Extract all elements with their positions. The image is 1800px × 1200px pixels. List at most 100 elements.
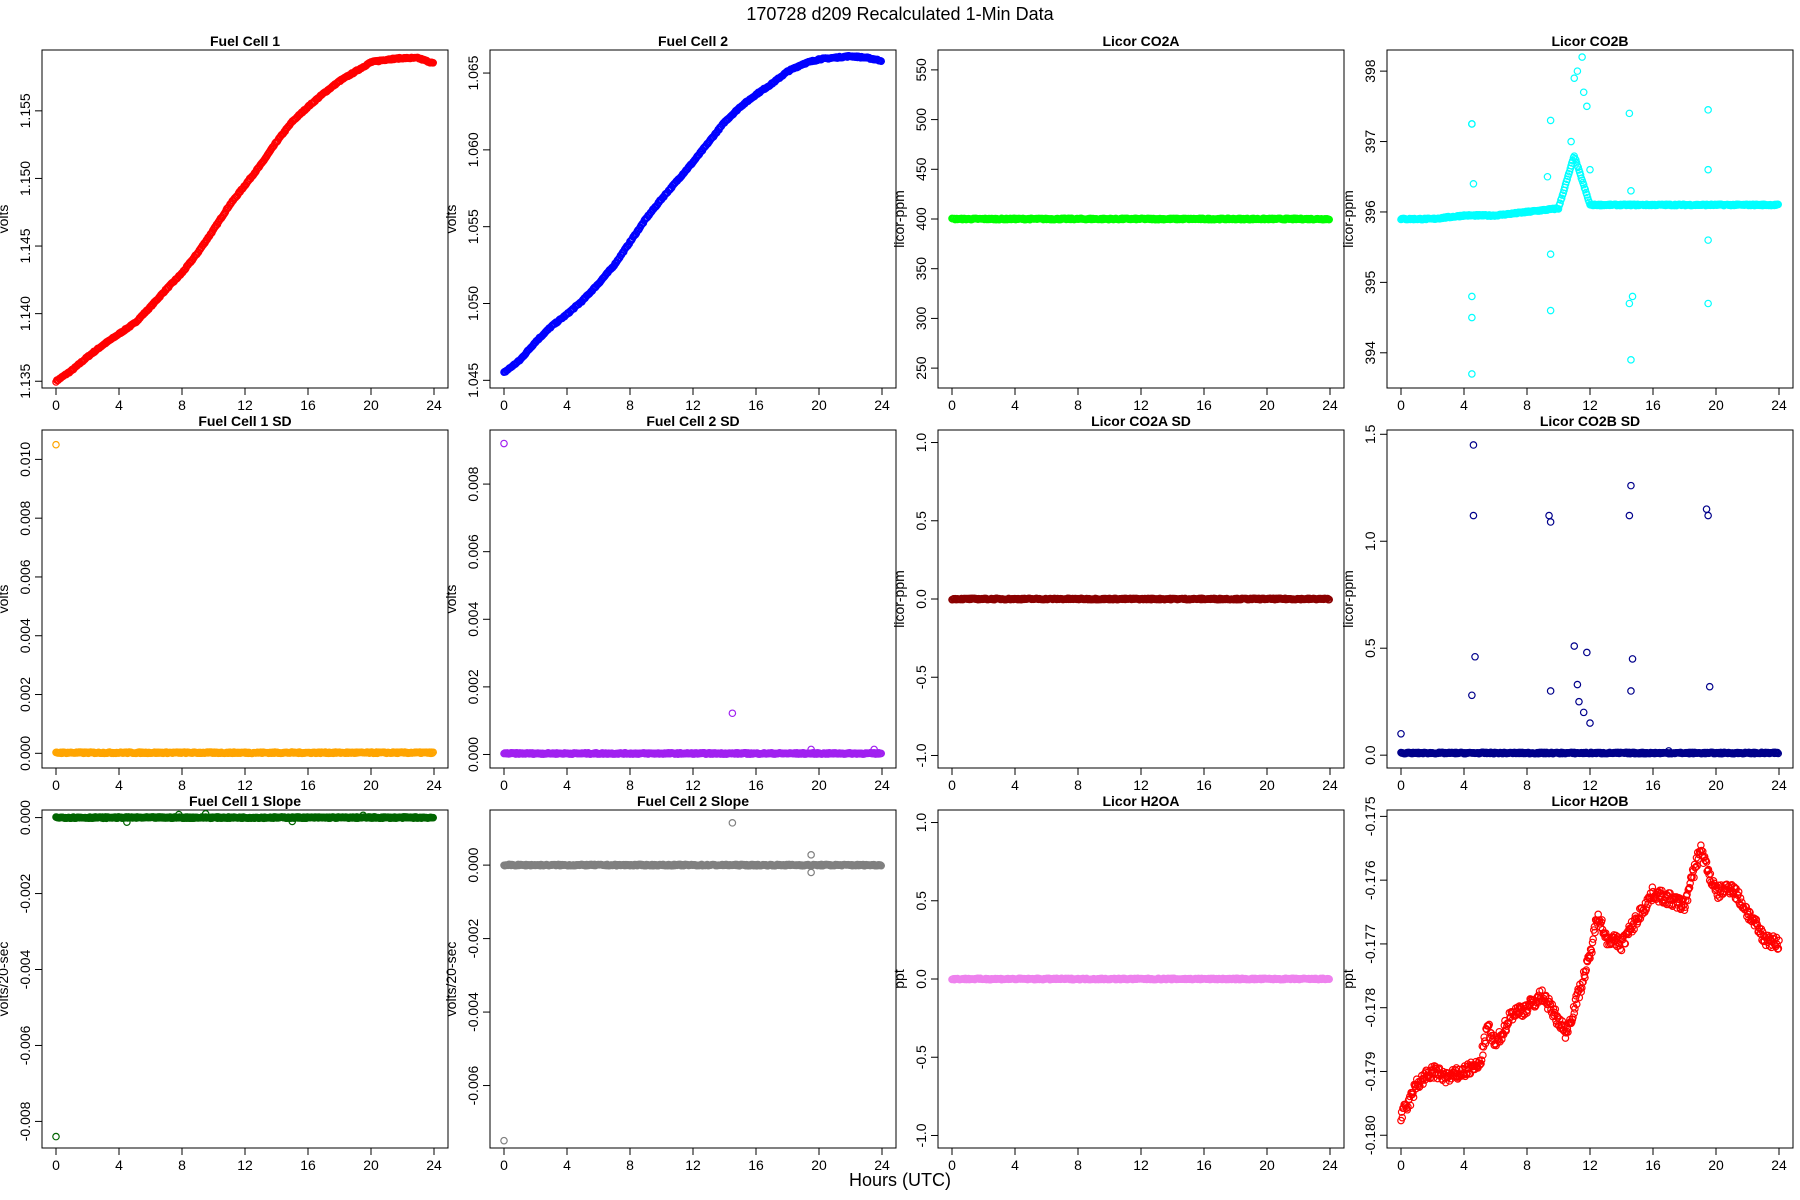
data-point <box>1325 215 1334 224</box>
x-tick-label: 20 <box>1259 777 1275 793</box>
data-points <box>52 810 438 1141</box>
y-tick-label: 0.006 <box>465 534 481 569</box>
y-tick-label: 300 <box>913 307 929 331</box>
panel-title: Fuel Cell 1 <box>210 33 280 49</box>
y-tick-label: 250 <box>913 356 929 380</box>
outlier-point <box>1627 687 1635 695</box>
outlier-point <box>1704 165 1712 174</box>
plot-frame <box>41 429 449 769</box>
x-tick-label: 8 <box>626 1157 634 1173</box>
outlier-point <box>1570 642 1579 650</box>
data-points <box>948 594 1334 604</box>
x-tick-label: 16 <box>748 1157 764 1173</box>
outlier-point <box>1546 687 1555 695</box>
outlier-point <box>1545 511 1553 520</box>
outlier-point <box>1628 655 1637 663</box>
y-tick-label: -0.002 <box>17 873 33 913</box>
y-tick-label: 394 <box>1362 341 1378 365</box>
x-tick-label: 24 <box>874 777 890 793</box>
outlier-point <box>1627 356 1635 364</box>
outlier-point <box>1583 102 1591 111</box>
y-tick-label: -0.006 <box>465 1065 481 1105</box>
outlier-point <box>52 1132 60 1141</box>
plot-frame <box>41 49 449 389</box>
x-tick-label: 20 <box>363 1157 379 1173</box>
y-tick-label: -0.002 <box>465 919 481 959</box>
x-tick-label: 20 <box>1708 777 1724 793</box>
x-tick-label: 12 <box>1582 397 1598 413</box>
data-point <box>1581 185 1590 194</box>
outlier-point <box>1664 747 1673 755</box>
outlier-point <box>1570 74 1579 82</box>
x-tick-label: 4 <box>1460 777 1468 793</box>
y-tick-label: 0.0 <box>1362 745 1378 765</box>
x-tick-label: 12 <box>237 397 253 413</box>
y-tick-label: 0.0 <box>913 589 929 609</box>
y-tick-label: 1.0 <box>913 433 929 453</box>
panel-title: Fuel Cell 1 Slope <box>189 793 301 809</box>
data-point <box>1579 180 1588 189</box>
y-axis-label: licor-ppm <box>1340 570 1356 628</box>
outlier-point <box>728 709 737 718</box>
outlier-point <box>1469 441 1478 449</box>
x-tick-label: 8 <box>626 397 634 413</box>
y-tick-label: 0.000 <box>17 800 33 835</box>
outlier-point <box>1546 518 1555 526</box>
panel-title: Licor CO2A <box>1102 33 1179 49</box>
outlier-point <box>1468 120 1476 128</box>
y-tick-label: -1.0 <box>913 743 929 767</box>
x-tick-label: 0 <box>500 777 508 793</box>
data-point <box>877 57 886 66</box>
x-tick-label: 20 <box>811 777 827 793</box>
outlier-point <box>1578 53 1586 61</box>
x-tick-label: 16 <box>748 397 764 413</box>
plot-frame <box>489 809 897 1149</box>
panel-title: Fuel Cell 2 SD <box>646 413 739 429</box>
x-tick-label: 24 <box>426 397 442 413</box>
outlier-point <box>1573 680 1582 689</box>
figure-title: 170728 d209 Recalculated 1-Min Data <box>746 4 1054 24</box>
x-tick-label: 0 <box>500 397 508 413</box>
x-tick-label: 16 <box>300 777 316 793</box>
panel-title: Licor CO2A SD <box>1091 413 1191 429</box>
y-tick-label: 0.004 <box>17 618 33 653</box>
x-tick-label: 16 <box>300 1157 316 1173</box>
outlier-point <box>1704 106 1712 114</box>
y-tick-label: 398 <box>1362 59 1378 83</box>
outlier-point <box>1579 88 1588 97</box>
data-point <box>1557 194 1566 203</box>
data-point <box>429 748 438 757</box>
x-tick-label: 4 <box>563 777 571 793</box>
x-tick-label: 8 <box>178 777 186 793</box>
y-axis-label: licor-ppm <box>891 570 907 628</box>
x-tick-label: 4 <box>1011 777 1019 793</box>
x-tick-label: 12 <box>685 397 701 413</box>
y-tick-label: 0.006 <box>17 559 33 594</box>
x-tick-label: 12 <box>685 1157 701 1173</box>
outlier-point <box>175 810 183 819</box>
y-tick-label: 0.000 <box>465 737 481 772</box>
y-tick-label: 550 <box>913 58 929 82</box>
outlier-point <box>1468 313 1476 322</box>
outlier-point <box>1627 481 1635 490</box>
y-tick-label: 0.000 <box>465 847 481 882</box>
outlier-point <box>1627 187 1635 195</box>
outlier-point <box>1704 511 1712 520</box>
data-point <box>1774 749 1783 758</box>
panel-title: Fuel Cell 1 SD <box>198 413 291 429</box>
outlier-point <box>1567 137 1575 146</box>
x-tick-label: 0 <box>948 397 956 413</box>
y-tick-label: 1.055 <box>465 209 481 244</box>
y-tick-label: 400 <box>913 207 929 231</box>
y-tick-label: 1.155 <box>17 93 33 128</box>
data-points <box>52 53 438 386</box>
outlier-point <box>1705 682 1714 691</box>
